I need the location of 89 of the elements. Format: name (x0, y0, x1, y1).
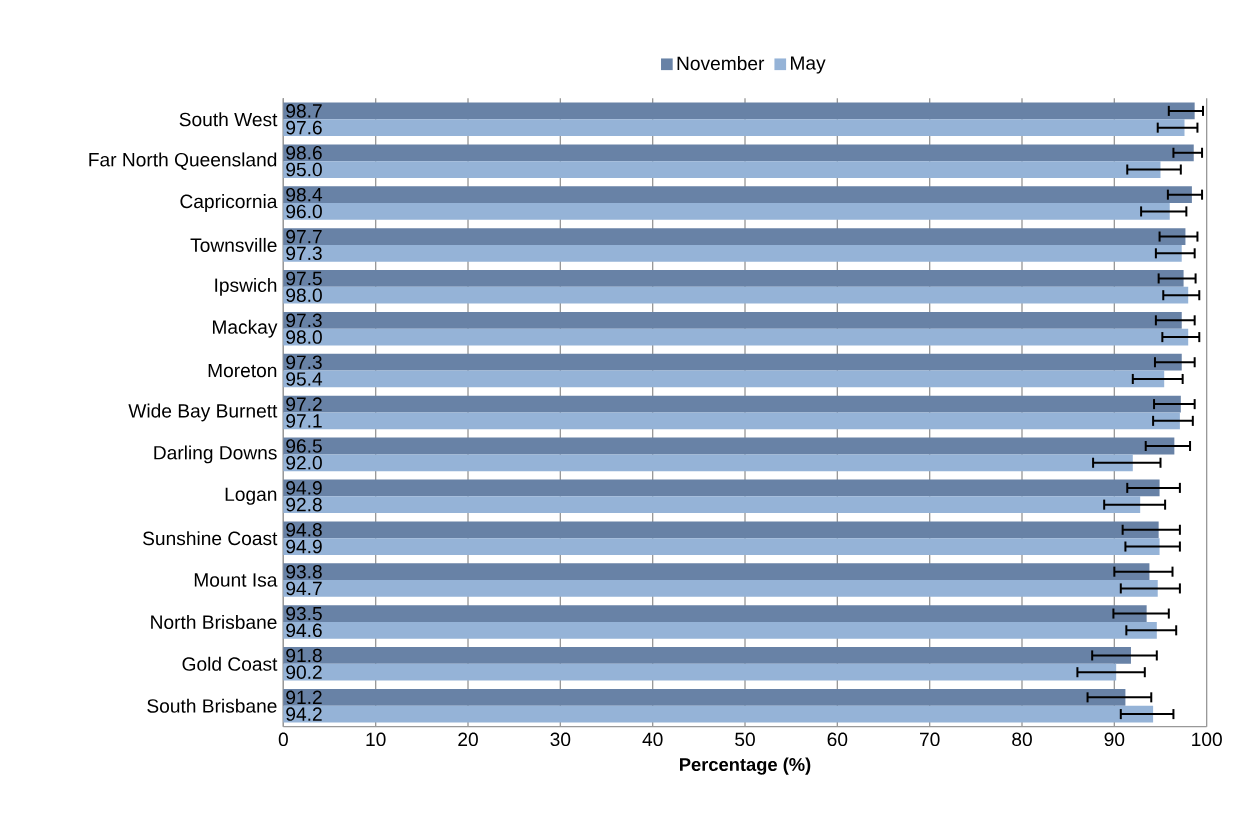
data-label: 97.7 (286, 229, 322, 244)
bar (283, 605, 1147, 622)
data-label: 98.4 (286, 187, 323, 202)
legend-label: November (677, 55, 765, 71)
x-tick-label: 90 (1104, 732, 1125, 746)
data-label: 98.7 (286, 103, 322, 118)
bar (283, 244, 1182, 262)
data-label: 94.7 (286, 581, 322, 596)
data-label: 97.3 (286, 313, 322, 327)
data-label: 92.0 (286, 455, 322, 470)
data-label: 97.3 (286, 355, 322, 369)
x-tick-label: 50 (735, 732, 755, 746)
x-tick-label: 70 (920, 732, 940, 746)
bar (283, 538, 1160, 555)
bar (283, 646, 1131, 664)
data-label: 95.0 (286, 162, 322, 177)
x-tick-label: 40 (642, 732, 663, 746)
bar (283, 395, 1181, 413)
bar (283, 688, 1126, 706)
bar (283, 102, 1195, 120)
data-label: 97.5 (286, 271, 322, 286)
data-label: 96.0 (286, 204, 322, 219)
y-tick-label: North Brisbane (151, 614, 277, 629)
data-label: 93.8 (286, 564, 322, 579)
y-tick-label: Moreton (208, 363, 277, 378)
y-tick-label: Mackay (212, 319, 278, 338)
bar (283, 579, 1158, 597)
x-tick-label: 10 (366, 732, 386, 746)
bar (283, 186, 1192, 203)
x-tick-label: 20 (458, 732, 478, 746)
data-label: 98.0 (286, 330, 322, 344)
data-label: 90.2 (286, 665, 322, 679)
bar (283, 521, 1159, 538)
data-label: 98.6 (286, 145, 322, 160)
bar (283, 328, 1189, 346)
data-label: 93.5 (286, 606, 322, 621)
data-label: 94.9 (286, 480, 322, 495)
data-label: 98.0 (286, 288, 322, 302)
y-tick-label: Wide Bay Burnett (128, 403, 278, 422)
y-tick-label: Gold Coast (182, 656, 278, 671)
bar (283, 286, 1189, 304)
y-tick-label: Logan (225, 487, 277, 505)
data-label: 95.4 (286, 372, 323, 386)
data-label: 97.6 (286, 120, 322, 135)
data-label: 97.2 (286, 397, 322, 411)
data-label: 96.5 (286, 439, 322, 453)
data-label: 97.1 (286, 413, 322, 428)
legend-label: May (791, 56, 826, 74)
bar (283, 161, 1161, 178)
x-axis-title: Percentage (%) (680, 757, 811, 775)
data-label: 94.2 (286, 707, 322, 721)
y-tick-label: South Brisbane (147, 698, 277, 713)
bar (283, 437, 1175, 455)
bar (283, 144, 1194, 161)
bar (283, 496, 1141, 513)
y-tick-label: Sunshine Coast (143, 530, 278, 546)
x-tick-label: 60 (827, 732, 848, 746)
bar (283, 563, 1150, 580)
bar (283, 202, 1170, 220)
bar (283, 228, 1186, 245)
bar (283, 269, 1184, 287)
bar (283, 370, 1165, 388)
x-tick-label: 30 (550, 732, 571, 746)
y-tick-label: Ipswich (215, 277, 277, 296)
data-label: 94.8 (286, 522, 322, 537)
y-tick-label: Mount Isa (194, 573, 278, 587)
data-label: 97.3 (286, 246, 322, 260)
x-tick-label: 0 (278, 732, 288, 746)
bar (283, 353, 1182, 371)
bar (283, 479, 1160, 497)
x-tick-label: 100 (1192, 732, 1222, 746)
data-label: 91.8 (286, 648, 322, 663)
y-tick-label: South West (179, 112, 278, 127)
bar (283, 663, 1117, 681)
y-tick-label: Capricornia (180, 193, 278, 212)
y-tick-label: Townsville (190, 237, 277, 252)
y-tick-label: Far North Queensland (89, 152, 277, 170)
x-tick-label: 80 (1012, 732, 1032, 746)
bar (283, 705, 1154, 723)
data-label: 94.6 (286, 623, 322, 637)
bar (283, 311, 1182, 329)
bar (283, 119, 1185, 136)
data-label: 94.9 (286, 539, 322, 554)
data-label: 92.8 (286, 497, 322, 512)
bar (283, 454, 1133, 471)
y-tick-label: Darling Downs (154, 445, 277, 464)
bar (283, 621, 1157, 639)
bar (283, 412, 1180, 430)
data-label: 91.2 (286, 690, 322, 704)
